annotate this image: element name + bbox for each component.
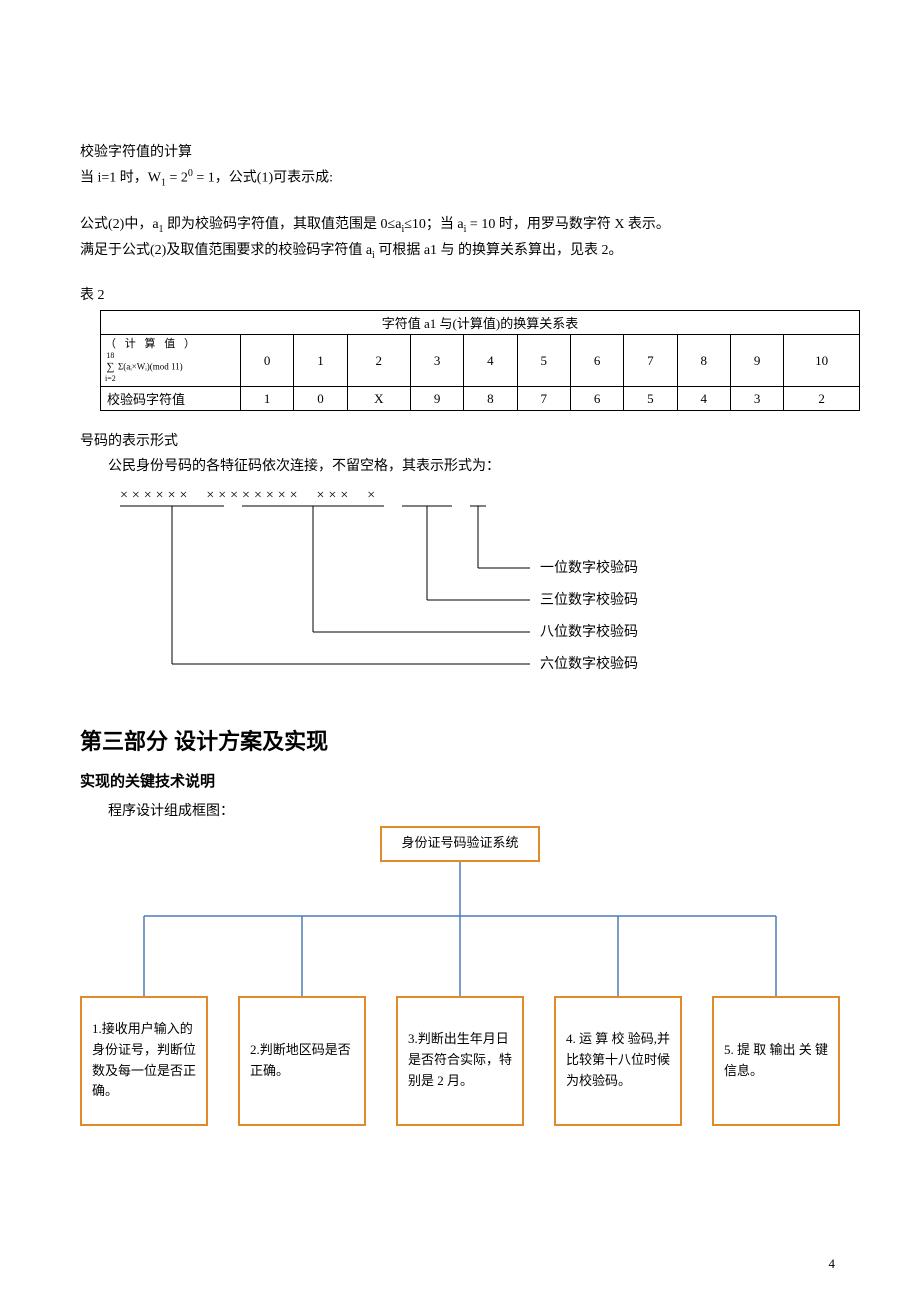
table2: 字符值 a1 与(计算值)的换算关系表 （ 计 算 值 ） 18 ∑ i=2 Σ… [100, 310, 860, 412]
cell: 6 [570, 387, 623, 411]
flowchart-leaf-1: 1.接收用户输入的身份证号，判断位数及每一位是否正确。 [80, 996, 208, 1126]
sum-bot: i=2 [105, 374, 116, 384]
text: 满足于公式(2)及取值范围要求的校验码字符值 a [80, 243, 372, 258]
page-number: 4 [829, 1256, 836, 1272]
cell: 9 [730, 334, 783, 387]
text: 当 i=1 时，W [80, 171, 161, 186]
sum-top: 18 [105, 351, 116, 361]
label-6: 六位数字校验码 [540, 655, 638, 672]
cell: 1 [241, 387, 294, 411]
group-6: ×××××× [120, 488, 191, 503]
text: 5. 提 取 输出 关 键 信息。 [724, 1040, 828, 1082]
cell: 5 [624, 387, 677, 411]
bracket-diagram: 一位数字校验码 三位数字校验码 八位数字校验码 六位数字校验码 [120, 504, 760, 684]
text: 公式(2)中，a [80, 217, 159, 232]
cell: 0 [241, 334, 294, 387]
group-1: × [367, 488, 379, 503]
text: 1.接收用户输入的身份证号，判断位数及每一位是否正确。 [92, 1019, 196, 1102]
text: 即为校验码字符值，其取值范围是 0≤a [164, 217, 402, 232]
cell: 5 [517, 334, 570, 387]
cell: 4 [677, 387, 730, 411]
group-3: ××× [317, 488, 353, 503]
flowchart-leaf-5: 5. 提 取 输出 关 键 信息。 [712, 996, 840, 1126]
table2-title: 字符值 a1 与(计算值)的换算关系表 [101, 310, 860, 334]
flowchart-root: 身份证号码验证系统 [380, 826, 540, 862]
cell: 0 [294, 387, 347, 411]
calc-label-cell: （ 计 算 值 ） 18 ∑ i=2 Σ(aᵢ×Wᵢ)(mod 11) [101, 334, 241, 387]
table-row: （ 计 算 值 ） 18 ∑ i=2 Σ(aᵢ×Wᵢ)(mod 11) 0 1 … [101, 334, 860, 387]
flowchart-leaf-2: 2.判断地区码是否正确。 [238, 996, 366, 1126]
cell: 1 [294, 334, 347, 387]
text: 2.判断地区码是否正确。 [250, 1040, 354, 1082]
table-row: 校验码字符值 1 0 X 9 8 7 6 5 4 3 2 [101, 387, 860, 411]
label-3: 三位数字校验码 [540, 591, 638, 608]
cell: 2 [784, 387, 860, 411]
text: 4. 运 算 校 验码,并比较第十八位时候为校验码。 [566, 1029, 670, 1091]
text: 可根据 a1 与 的换算关系算出，见表 2。 [375, 243, 623, 258]
frame-label: 程序设计组成框图： [80, 801, 840, 823]
cell: X [347, 387, 410, 411]
cell: 9 [410, 387, 463, 411]
cell: 4 [464, 334, 517, 387]
cell: 10 [784, 334, 860, 387]
intro-p1: 校验字符值的计算 [80, 142, 840, 164]
cell: 8 [464, 387, 517, 411]
part3-title: 第三部分 设计方案及实现 [80, 724, 840, 756]
cell: 2 [347, 334, 410, 387]
group-8: ×××××××× [206, 488, 301, 503]
flowchart-leaf-4: 4. 运 算 校 验码,并比较第十八位时候为校验码。 [554, 996, 682, 1126]
flowchart: 身份证号码验证系统 1.接收用户输入的身份证号，判断位数及每一位是否正确。 2.… [80, 826, 840, 1156]
cell: 6 [570, 334, 623, 387]
intro-p3: 公式(2)中，a1 即为校验码字符值，其取值范围是 0≤ai≤10；当 ai =… [80, 214, 840, 238]
cell: 3 [410, 334, 463, 387]
format-heading: 号码的表示形式 [80, 431, 840, 453]
text: （ 计 算 值 ） [105, 338, 198, 350]
sum-formula: 18 ∑ i=2 Σ(aᵢ×Wᵢ)(mod 11) [105, 351, 183, 383]
text: ≤10；当 a [404, 217, 463, 232]
intro-p2: 当 i=1 时，W1 = 20 = 1，公式(1)可表示成: [80, 166, 840, 191]
page: 校验字符值的计算 当 i=1 时，W1 = 20 = 1，公式(1)可表示成: … [0, 0, 920, 1302]
table-row: 字符值 a1 与(计算值)的换算关系表 [101, 310, 860, 334]
flowchart-leaf-3: 3.判断出生年月日是否符合实际，特别是 2 月。 [396, 996, 524, 1126]
format-desc: 公民身份号码的各特征码依次连接，不留空格，其表示形式为： [80, 456, 840, 478]
text: = 2 [166, 171, 188, 186]
text: = 10 时，用罗马数字符 X 表示。 [466, 217, 670, 232]
text: Σ(aᵢ×Wᵢ)(mod 11) [118, 361, 183, 371]
id-format-diagram: ×××××× ×××××××× ××× × 一位数字校验 [120, 488, 840, 684]
cell: 7 [624, 334, 677, 387]
label-1: 一位数字校验码 [540, 559, 638, 576]
part3-subtitle: 实现的关键技术说明 [80, 770, 840, 791]
table2-caption: 表 2 [80, 285, 840, 307]
text: 身份证号码验证系统 [401, 833, 518, 854]
intro-p4: 满足于公式(2)及取值范围要求的校验码字符值 ai 可根据 a1 与 的换算关系… [80, 240, 840, 264]
cell: 8 [677, 334, 730, 387]
check-label-cell: 校验码字符值 [101, 387, 241, 411]
cell: 3 [730, 387, 783, 411]
label-8: 八位数字校验码 [540, 623, 638, 640]
text: = 1，公式(1)可表示成: [193, 171, 333, 186]
cell: 7 [517, 387, 570, 411]
id-x-row: ×××××× ×××××××× ××× × [120, 488, 840, 504]
text: 3.判断出生年月日是否符合实际，特别是 2 月。 [408, 1029, 512, 1091]
